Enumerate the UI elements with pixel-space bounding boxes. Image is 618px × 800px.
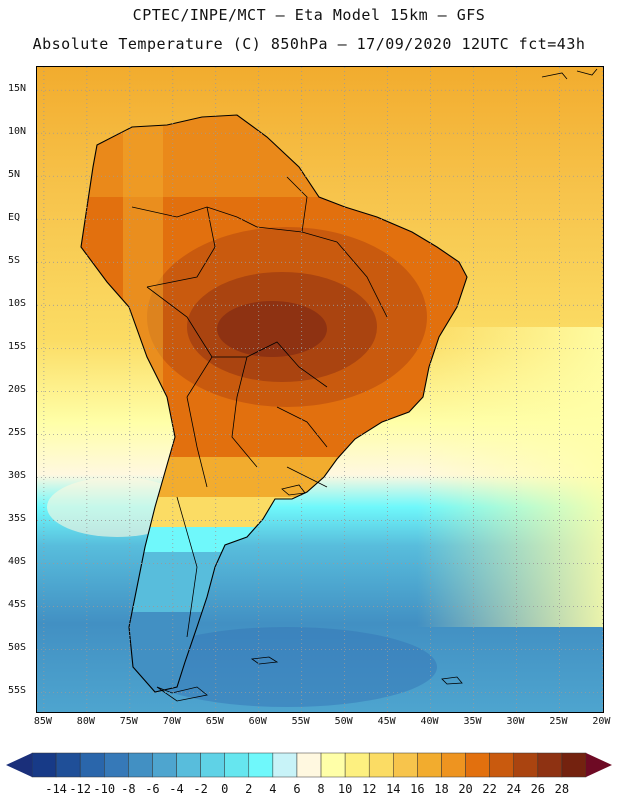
colorbar-tick-label: 26 (530, 782, 546, 796)
colorbar-tick-label: 0 (221, 782, 229, 796)
lon-tick-label: 55W (291, 716, 310, 727)
lat-tick-label: 5S (8, 255, 21, 267)
lon-tick-label: 75W (119, 716, 138, 727)
colorbar-swatch (393, 752, 418, 778)
colorbar-swatch (537, 752, 563, 778)
colorbar-swatches (31, 752, 587, 778)
colorbar-tick-label: 16 (410, 782, 425, 796)
colorbar-tick-label: 14 (386, 782, 401, 796)
lat-lon-grid (37, 67, 603, 712)
colorbar-swatch (561, 752, 587, 778)
colorbar-swatch (513, 752, 539, 778)
colorbar-swatch (417, 752, 442, 778)
islands (156, 68, 598, 702)
lat-tick-label: 10S (8, 298, 27, 310)
lon-tick-label: 60W (248, 716, 267, 727)
lon-tick-label: 25W (549, 716, 568, 727)
lat-tick-label: 50S (8, 642, 27, 654)
lon-tick-label: 35W (463, 716, 482, 727)
colorbar-swatch (272, 752, 298, 778)
lon-tick-label: 85W (33, 716, 52, 727)
lon-tick-label: 50W (334, 716, 353, 727)
lat-tick-label: 25S (8, 427, 27, 439)
lat-tick-label: 10N (8, 126, 27, 138)
colorbar-swatch (224, 752, 250, 778)
colorbar-tick-label: -14 (45, 782, 67, 796)
lat-tick-label: EQ (8, 212, 21, 224)
colorbar-swatch (104, 752, 129, 778)
colorbar-swatch (441, 752, 466, 778)
title-line-1: CPTEC/INPE/MCT – Eta Model 15km – GFS (132, 6, 486, 24)
lat-tick-label: 15S (8, 341, 27, 353)
colorbar-tick-label: 2 (245, 782, 253, 796)
colorbar-tick-label: 24 (506, 782, 521, 796)
colorbar-tick-label: 8 (317, 782, 325, 796)
lat-tick-label: 40S (8, 556, 27, 568)
colorbar-tick-label: -10 (93, 782, 116, 796)
colorbar-tick-label: 20 (458, 782, 473, 796)
colorbar-swatch (320, 752, 346, 778)
map-panel[interactable] (36, 66, 604, 713)
colorbar-swatch (296, 752, 322, 778)
colorbar-tick-label: 10 (337, 782, 353, 796)
colorbar-tick-label: 22 (482, 782, 497, 796)
colorbar-tick-label: -8 (121, 782, 136, 796)
title-line-2: Absolute Temperature (C) 850hPa – 17/09/… (32, 35, 586, 53)
colorbar-tick-label: -2 (193, 782, 208, 796)
colorbar-swatch (79, 752, 105, 778)
colorbar-tick-label: 6 (293, 782, 301, 796)
lon-tick-label: 20W (592, 716, 611, 727)
lon-tick-label: 80W (76, 716, 95, 727)
colorbar-swatch (489, 752, 514, 778)
lon-tick-label: 30W (506, 716, 525, 727)
lat-tick-label: 30S (8, 470, 27, 482)
lat-tick-label: 45S (8, 599, 27, 611)
lat-tick-label: 55S (8, 685, 27, 697)
lon-tick-label: 65W (205, 716, 224, 727)
colorbar-swatch (344, 752, 370, 778)
colorbar-swatch (128, 752, 153, 778)
colorbar-swatch (368, 752, 394, 778)
colorbar-tick-label: 12 (361, 782, 377, 796)
colorbar-tick-label: 18 (434, 782, 449, 796)
country-borders (131, 176, 388, 638)
lat-tick-label: 15N (8, 83, 27, 95)
colorbar-tick-label: -12 (69, 782, 92, 796)
colorbar-tick-label: 4 (269, 782, 277, 796)
ocean-cold-core (137, 627, 437, 707)
colorbar-swatch (248, 752, 274, 778)
colorbar-tick-label: -4 (169, 782, 184, 796)
colorbar-swatch (465, 752, 490, 778)
colorbar-swatch (200, 752, 225, 778)
colorbar-low-arrow (6, 753, 32, 777)
lon-tick-label: 70W (162, 716, 181, 727)
lat-tick-label: 35S (8, 513, 27, 525)
lon-tick-label: 40W (420, 716, 439, 727)
colorbar-swatch (176, 752, 201, 778)
lat-tick-label: 20S (8, 384, 27, 396)
temperature-map[interactable] (37, 67, 604, 713)
lat-tick-label: 5N (8, 169, 21, 181)
lon-tick-label: 45W (377, 716, 396, 727)
colorbar (6, 752, 612, 778)
colorbar-tick-label: 28 (554, 782, 570, 796)
colorbar-swatch (55, 752, 81, 778)
colorbar-swatch (31, 752, 57, 778)
colorbar-high-arrow (586, 753, 612, 777)
colorbar-tick-label: -6 (145, 782, 160, 796)
colorbar-swatch (152, 752, 177, 778)
